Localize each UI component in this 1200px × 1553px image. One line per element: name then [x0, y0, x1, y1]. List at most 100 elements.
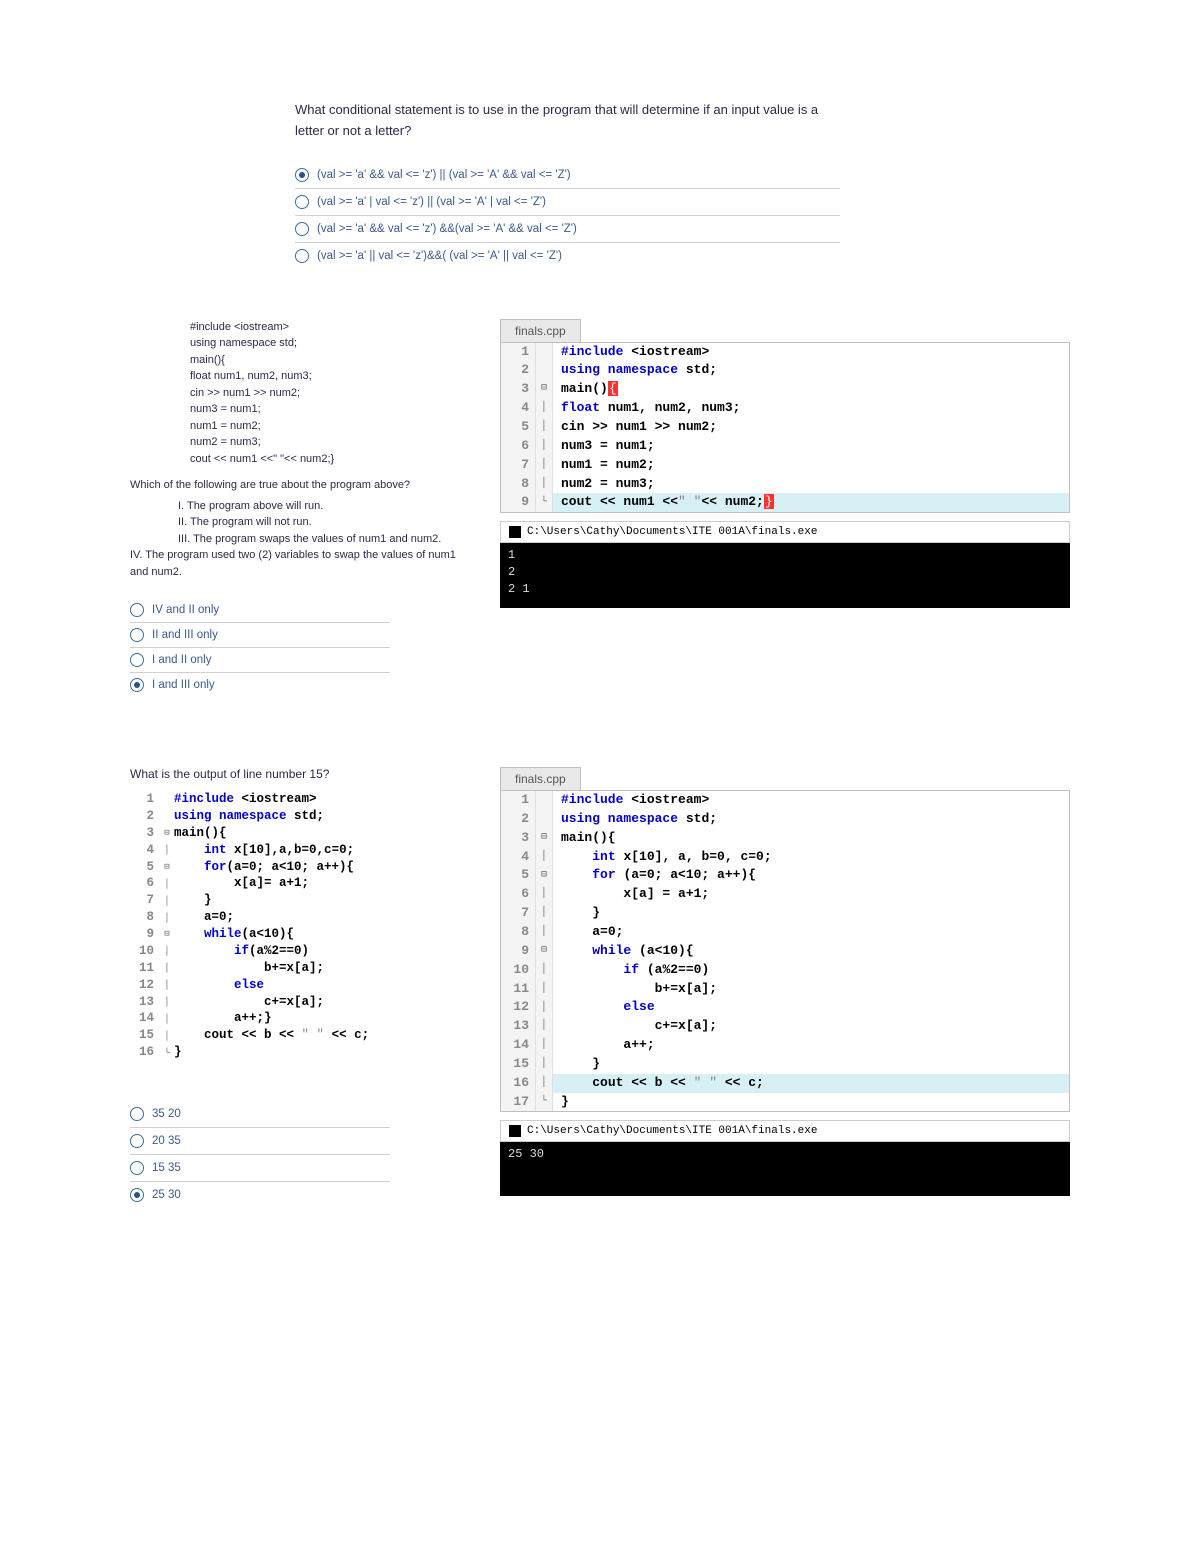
console-path: C:\Users\Cathy\Documents\ITE 001A\finals… [527, 1125, 817, 1137]
editor-line: 5⊟ for (a=0; a<10; a++){ [501, 866, 1069, 885]
q3-option-0[interactable]: 35 20 [130, 1101, 390, 1128]
editor-line: 7│num1 = num2; [501, 456, 1069, 475]
editor-line: 17└} [501, 1093, 1069, 1112]
editor-line: 1#include <iostream> [501, 791, 1069, 810]
question-2: #include <iostream> using namespace std;… [130, 319, 1070, 698]
q2-options: IV and II only II and III only I and II … [130, 598, 390, 697]
option-label: IV and II only [152, 604, 219, 616]
editor-tab[interactable]: finals.cpp [500, 767, 581, 790]
editor-line: 11│ b+=x[a]; [501, 980, 1069, 999]
q2-question-text: Which of the following are true about th… [130, 477, 470, 580]
q1-question-text: What conditional statement is to use in … [295, 100, 840, 142]
q1-option-0[interactable]: (val >= 'a' && val <= 'z') || (val >= 'A… [295, 162, 840, 189]
editor-line: 3⊟main(){ [130, 825, 470, 842]
editor-line: 5⊟ for(a=0; a<10; a++){ [130, 859, 470, 876]
q3-left-column: What is the output of line number 15? 1#… [130, 767, 470, 1208]
code-line: float num1, num2, num3; [190, 368, 470, 385]
code-line: cin >> num1 >> num2; [190, 385, 470, 402]
editor-line: 12│ else [501, 998, 1069, 1017]
editor-line: 1#include <iostream> [130, 791, 470, 808]
q2-option-0[interactable]: IV and II only [130, 598, 390, 623]
editor-line: 12│ else [130, 977, 470, 994]
radio-icon [130, 1188, 144, 1202]
q2-option-3[interactable]: I and III only [130, 673, 390, 697]
q3-option-3[interactable]: 25 30 [130, 1182, 390, 1208]
q1-option-3[interactable]: (val >= 'a' || val <= 'z')&&( (val >= 'A… [295, 243, 840, 269]
editor-line: 9└cout << num1 <<" "<< num2;} [501, 493, 1069, 512]
radio-icon [130, 1107, 144, 1121]
editor-line: 2using namespace std; [501, 810, 1069, 829]
code-line: num2 = num3; [190, 434, 470, 451]
q2-option-2[interactable]: I and II only [130, 648, 390, 673]
console-output: 25 30 [500, 1142, 1070, 1196]
console-titlebar: C:\Users\Cathy\Documents\ITE 001A\finals… [500, 1120, 1070, 1142]
editor-line: 6│ x[a] = a+1; [501, 885, 1069, 904]
q2-option-1[interactable]: II and III only [130, 623, 390, 648]
code-line: num1 = num2; [190, 418, 470, 435]
editor-line: 10│ if(a%2==0) [130, 943, 470, 960]
radio-icon [130, 678, 144, 692]
code-editor: 1#include <iostream> 2using namespace st… [500, 342, 1070, 514]
option-label: II and III only [152, 629, 218, 641]
editor-line: 15│ } [501, 1055, 1069, 1074]
statement: I. The program above will run. [178, 498, 470, 515]
console-icon [509, 1125, 521, 1137]
q3-question-text: What is the output of line number 15? [130, 767, 470, 781]
code-editor: 1#include <iostream> 2using namespace st… [500, 790, 1070, 1112]
editor-line: 2using namespace std; [501, 361, 1069, 380]
radio-icon [130, 1161, 144, 1175]
editor-tab[interactable]: finals.cpp [500, 319, 581, 342]
editor-line: 16└} [130, 1044, 470, 1061]
console-window: C:\Users\Cathy\Documents\ITE 001A\finals… [500, 1120, 1070, 1196]
editor-line: 7│ } [501, 904, 1069, 923]
radio-icon [130, 628, 144, 642]
question-3: What is the output of line number 15? 1#… [130, 767, 1070, 1208]
q3-code-editor: 1#include <iostream> 2using namespace st… [130, 791, 470, 1061]
option-label: (val >= 'a' | val <= 'z') || (val >= 'A'… [317, 196, 546, 208]
editor-line: 7│ } [130, 892, 470, 909]
statement: IV. The program used two (2) variables t… [130, 547, 470, 580]
q2-statements: I. The program above will run. II. The p… [178, 498, 470, 548]
editor-line: 8│ a=0; [130, 909, 470, 926]
option-label: 25 30 [152, 1189, 181, 1201]
option-label: (val >= 'a' && val <= 'z') &&(val >= 'A'… [317, 223, 577, 235]
editor-line: 8│num2 = num3; [501, 475, 1069, 494]
editor-line: 13│ c+=x[a]; [130, 994, 470, 1011]
q3-option-1[interactable]: 20 35 [130, 1128, 390, 1155]
editor-line: 16│ cout << b << " " << c; [501, 1074, 1069, 1093]
q2-code-listing: #include <iostream> using namespace std;… [190, 319, 470, 468]
q1-options: (val >= 'a' && val <= 'z') || (val >= 'A… [295, 162, 840, 269]
editor-line: 6│ x[a]= a+1; [130, 875, 470, 892]
editor-line: 3⊟main(){ [501, 380, 1069, 399]
console-window: C:\Users\Cathy\Documents\ITE 001A\finals… [500, 521, 1070, 607]
radio-icon [295, 168, 309, 182]
console-output: 1 2 2 1 [500, 543, 1070, 607]
q2-prompt: Which of the following are true about th… [130, 477, 470, 494]
option-label: 20 35 [152, 1135, 181, 1147]
radio-icon [295, 249, 309, 263]
statement: III. The program swaps the values of num… [178, 531, 470, 548]
q3-right-column: finals.cpp 1#include <iostream> 2using n… [500, 767, 1070, 1208]
option-label: 35 20 [152, 1108, 181, 1120]
code-line: main(){ [190, 352, 470, 369]
code-line: cout << num1 <<" "<< num2;} [190, 451, 470, 468]
q3-options: 35 20 20 35 15 35 25 30 [130, 1101, 390, 1208]
editor-line: 15│ cout << b << " " << c; [130, 1027, 470, 1044]
console-icon [509, 526, 521, 538]
editor-line: 1#include <iostream> [501, 343, 1069, 362]
editor-line: 14│ a++;} [130, 1010, 470, 1027]
editor-line: 4│ int x[10], a, b=0, c=0; [501, 848, 1069, 867]
editor-line: 8│ a=0; [501, 923, 1069, 942]
editor-line: 9⊟ while (a<10){ [501, 942, 1069, 961]
editor-line: 9⊟ while(a<10){ [130, 926, 470, 943]
radio-icon [130, 603, 144, 617]
q3-option-2[interactable]: 15 35 [130, 1155, 390, 1182]
option-label: 15 35 [152, 1162, 181, 1174]
radio-icon [130, 653, 144, 667]
code-line: #include <iostream> [190, 319, 470, 336]
q2-right-column: finals.cpp 1#include <iostream> 2using n… [500, 319, 1070, 698]
editor-line: 4│float num1, num2, num3; [501, 399, 1069, 418]
editor-line: 3⊟main(){ [501, 829, 1069, 848]
q1-option-1[interactable]: (val >= 'a' | val <= 'z') || (val >= 'A'… [295, 189, 840, 216]
q1-option-2[interactable]: (val >= 'a' && val <= 'z') &&(val >= 'A'… [295, 216, 840, 243]
